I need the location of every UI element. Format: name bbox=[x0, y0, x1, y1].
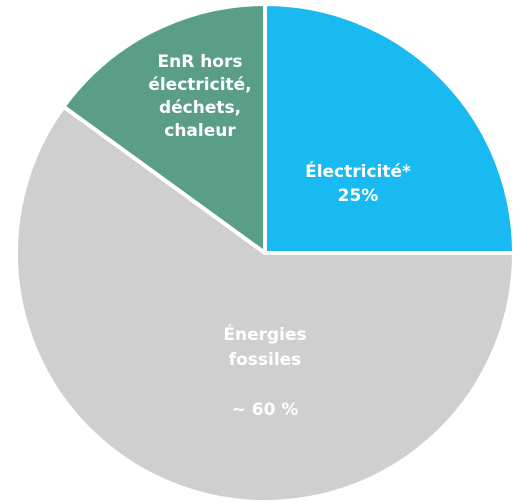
pie-slice bbox=[61, 2, 267, 255]
slice-label: fossiles bbox=[229, 350, 302, 370]
slice-label: chaleur bbox=[164, 121, 236, 141]
pie-slice bbox=[263, 2, 516, 255]
value-label: ~ 60 % bbox=[232, 400, 299, 420]
pie-slice bbox=[14, 104, 516, 503]
slice-label: Énergies bbox=[223, 323, 306, 345]
slice-label: Électricité* bbox=[305, 160, 411, 182]
slice-label: EnR hors bbox=[157, 52, 242, 72]
slice-label: déchets, bbox=[159, 98, 241, 118]
value-label: 25% bbox=[338, 186, 379, 206]
slice-label: électricité, bbox=[148, 75, 251, 95]
